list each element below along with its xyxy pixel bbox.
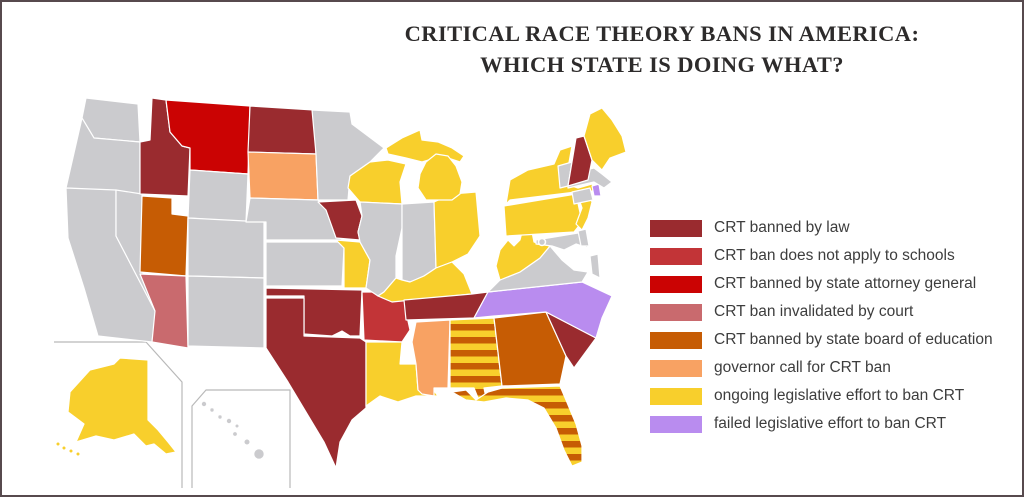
- state-north-dakota: [247, 105, 317, 155]
- legend-label: CRT ban does not apply to schools: [714, 247, 955, 264]
- state-new-mexico: [187, 275, 265, 349]
- legend-swatch: [650, 247, 702, 265]
- state-oklahoma: [265, 287, 363, 337]
- legend-label: CRT banned by state board of education: [714, 331, 993, 348]
- state-utah: [139, 195, 189, 277]
- state-hawaii: [201, 401, 265, 460]
- state-eastern-shore: [589, 253, 601, 279]
- state-south-dakota: [247, 151, 319, 201]
- state-north-carolina: [473, 281, 613, 339]
- legend-item: CRT banned by state attorney general: [650, 270, 993, 298]
- alaska-inset-box: [54, 341, 183, 488]
- state-colorado: [187, 217, 265, 279]
- legend-label: ongoing legislative effort to ban CRT: [714, 387, 965, 404]
- state-alaska: [55, 357, 177, 457]
- legend-item: governor call for CRT ban: [650, 354, 993, 382]
- legend-label: governor call for CRT ban: [714, 359, 891, 376]
- legend-swatch: [650, 275, 702, 293]
- state-florida: [451, 385, 583, 467]
- legend-item: ongoing legislative effort to ban CRT: [650, 382, 993, 410]
- legend: CRT banned by law CRT ban does not apply …: [650, 214, 993, 438]
- page-title: CRITICAL RACE THEORY BANS IN AMERICA: WH…: [342, 18, 982, 80]
- us-map: [54, 97, 627, 488]
- state-delaware: [577, 228, 590, 247]
- state-rhode-island: [591, 183, 602, 197]
- legend-item: CRT banned by state board of education: [650, 326, 993, 354]
- legend-label: CRT banned by law: [714, 219, 850, 236]
- legend-label: failed legislative effort to ban CRT: [714, 415, 947, 432]
- hawaii-inset-box: [191, 389, 291, 488]
- legend-label: CRT banned by state attorney general: [714, 275, 977, 292]
- state-kansas: [265, 241, 345, 287]
- state-mississippi: [411, 319, 451, 397]
- legend-swatch: [650, 359, 702, 377]
- state-michigan-upper: [385, 129, 465, 163]
- state-connecticut: [571, 187, 594, 205]
- dc-marker: [537, 237, 547, 247]
- legend-swatch: [650, 303, 702, 321]
- legend-item: CRT banned by law: [650, 214, 993, 242]
- state-alabama: [449, 317, 503, 399]
- state-arizona: [139, 273, 189, 349]
- state-ohio: [433, 191, 481, 269]
- legend-item: failed legislative effort to ban CRT: [650, 410, 993, 438]
- state-indiana: [401, 201, 437, 283]
- state-texas: [265, 297, 367, 469]
- legend-swatch: [650, 331, 702, 349]
- legend-swatch: [650, 387, 702, 405]
- legend-swatch: [650, 415, 702, 433]
- title-line-1: CRITICAL RACE THEORY BANS IN AMERICA:: [404, 21, 920, 46]
- legend-swatch: [650, 219, 702, 237]
- state-pennsylvania: [503, 193, 583, 237]
- state-michigan-lower: [417, 153, 463, 201]
- title-line-2: WHICH STATE IS DOING WHAT?: [480, 52, 844, 77]
- legend-item: CRT ban does not apply to schools: [650, 242, 993, 270]
- state-wyoming: [187, 169, 249, 223]
- legend-label: CRT ban invalidated by court: [714, 303, 914, 320]
- state-maine: [583, 107, 627, 171]
- state-wisconsin: [347, 159, 407, 205]
- legend-item: CRT ban invalidated by court: [650, 298, 993, 326]
